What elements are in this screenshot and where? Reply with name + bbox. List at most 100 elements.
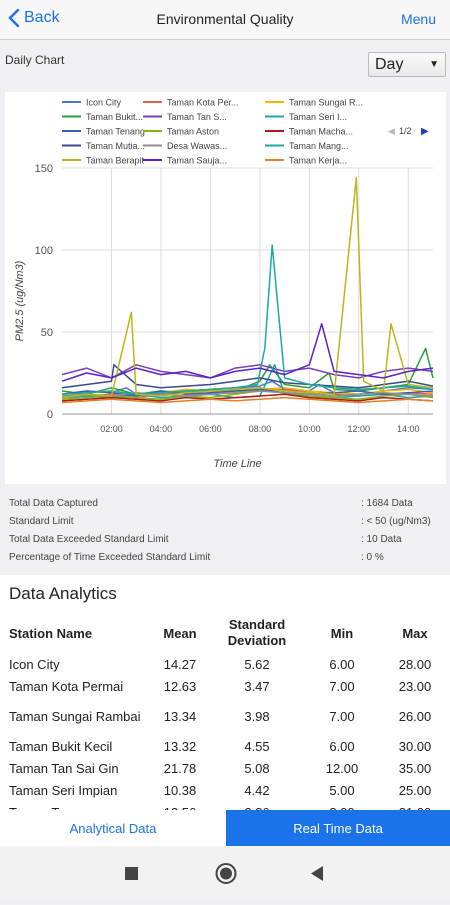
legend-label: Taman Mang... bbox=[289, 141, 349, 151]
back-icon[interactable] bbox=[311, 866, 323, 881]
cell-mean: 10.38 bbox=[163, 782, 197, 798]
cell-max: 30.00 bbox=[398, 738, 432, 754]
analytics-title: Data Analytics bbox=[9, 584, 117, 603]
series-line bbox=[61, 323, 434, 382]
series-line bbox=[61, 396, 434, 404]
recent-apps-icon[interactable] bbox=[125, 867, 138, 880]
tab-analytical-data[interactable]: Analytical Data bbox=[0, 810, 226, 846]
legend-label: Taman Sauja... bbox=[167, 156, 227, 166]
back-label: Back bbox=[24, 9, 60, 26]
tab-real-time-data[interactable]: Real Time Data bbox=[226, 810, 450, 846]
table-row: Taman Kota Permai 12.63 3.47 7.00 23.00 bbox=[0, 675, 450, 697]
x-tick-label: 12:00 bbox=[348, 424, 371, 434]
cell-station: Icon City bbox=[9, 656, 60, 672]
col-std-dev: Standard Deviation bbox=[227, 617, 287, 648]
cell-max: 35.00 bbox=[398, 760, 432, 776]
stat-label: Standard Limit bbox=[9, 516, 74, 527]
stat-label: Total Data Captured bbox=[9, 498, 98, 509]
x-tick-label: 08:00 bbox=[249, 424, 272, 434]
cell-max: 25.00 bbox=[398, 782, 432, 798]
cell-station: Taman Tan Sai Gin bbox=[9, 760, 119, 776]
legend-label: Desa Wawas... bbox=[167, 141, 227, 151]
home-icon[interactable] bbox=[215, 863, 237, 884]
cell-mean: 21.78 bbox=[163, 760, 197, 776]
legend-label: Icon City bbox=[86, 98, 122, 108]
x-tick-label: 02:00 bbox=[100, 424, 123, 434]
legend-label: Taman Mutia... bbox=[86, 141, 145, 151]
cell-station: Taman Seri Impian bbox=[9, 782, 118, 798]
period-select[interactable]: Day ▼ bbox=[368, 52, 446, 77]
table-row: Taman Tenang 12.56 2.86 8.00 21.00 bbox=[0, 801, 450, 811]
legend-label: Taman Tan S... bbox=[167, 112, 227, 122]
legend-prev-icon: ◀ bbox=[388, 126, 395, 136]
x-axis-label: Time Line bbox=[213, 458, 261, 470]
dropdown-arrow-icon: ▼ bbox=[429, 59, 439, 70]
stat-value: : 1684 Data bbox=[361, 498, 413, 509]
y-axis-label: PM2.5 (ug/Nm3) bbox=[14, 260, 26, 341]
cell-min: 12.00 bbox=[325, 760, 359, 776]
series-line bbox=[61, 393, 434, 402]
table-header-row: Station Name Mean Standard Deviation Min… bbox=[0, 613, 450, 653]
cell-min: 6.00 bbox=[329, 738, 355, 754]
data-analytics-section: Data Analytics Station Name Mean Standar… bbox=[0, 575, 450, 810]
cell-mean: 14.27 bbox=[163, 656, 197, 672]
table-row: Icon City 14.27 5.62 6.00 28.00 bbox=[0, 653, 450, 675]
series-line bbox=[61, 364, 434, 389]
cell-max: 23.00 bbox=[398, 678, 432, 694]
cell-station: Taman Kota Permai bbox=[9, 678, 124, 694]
stat-label: Total Data Exceeded Standard Limit bbox=[9, 534, 169, 545]
cell-min: 5.00 bbox=[329, 782, 355, 798]
stat-row: Percentage of Time Exceeded Standard Lim… bbox=[0, 552, 450, 570]
legend-label: Taman Aston bbox=[167, 127, 219, 137]
series-line bbox=[61, 177, 434, 399]
series-line bbox=[61, 364, 434, 379]
table-row: Taman Seri Impian 10.38 4.42 5.00 25.00 bbox=[0, 779, 450, 801]
cell-max: 28.00 bbox=[398, 656, 432, 672]
stat-row: Total Data Exceeded Standard Limit : 10 … bbox=[0, 534, 450, 552]
legend-label: Taman Sungai R... bbox=[289, 98, 363, 108]
x-tick-label: 04:00 bbox=[150, 424, 173, 434]
col-max: Max bbox=[402, 625, 428, 641]
daily-chart-label: Daily Chart bbox=[5, 53, 65, 67]
legend-label: Taman Bukit... bbox=[86, 112, 143, 122]
nav-bar-svg bbox=[125, 863, 323, 884]
y-tick-label: 0 bbox=[47, 409, 53, 421]
cell-std: 4.55 bbox=[244, 738, 270, 754]
cell-min: 7.00 bbox=[329, 678, 355, 694]
cell-std: 4.42 bbox=[244, 782, 270, 798]
cell-min: 7.00 bbox=[329, 708, 355, 724]
cell-std: 5.08 bbox=[244, 760, 270, 776]
stat-row: Total Data Captured : 1684 Data bbox=[0, 498, 450, 516]
cell-mean: 13.32 bbox=[163, 738, 197, 754]
series-line bbox=[61, 390, 434, 400]
stat-value: : 0 % bbox=[361, 552, 384, 563]
col-mean: Mean bbox=[163, 625, 197, 641]
cell-min: 6.00 bbox=[329, 656, 355, 672]
chevron-left-icon bbox=[8, 9, 20, 27]
cell-std: 3.47 bbox=[244, 678, 270, 694]
table-row: Taman Sungai Rambai 13.34 3.98 7.00 26.0… bbox=[0, 697, 450, 735]
legend-label: Taman Kerja... bbox=[289, 156, 347, 166]
legend-label: Taman Berapit bbox=[86, 156, 145, 166]
cell-mean: 13.34 bbox=[163, 708, 197, 724]
legend-next-icon: ▶ bbox=[421, 126, 429, 137]
cell-station: Taman Bukit Kecil bbox=[9, 738, 113, 754]
y-tick-label: 50 bbox=[41, 327, 53, 339]
legend-label: Taman Macha... bbox=[289, 127, 353, 137]
menu-button[interactable]: Menu bbox=[400, 11, 436, 27]
stat-row: Standard Limit : < 50 (ug/Nm3) bbox=[0, 516, 450, 534]
pm25-line-chart: Icon City Taman Kota Per... Taman Sungai R… bbox=[5, 92, 446, 484]
back-button[interactable]: Back bbox=[8, 9, 60, 27]
y-tick-label: 150 bbox=[35, 163, 53, 175]
table-row: Taman Tan Sai Gin 21.78 5.08 12.00 35.00 bbox=[0, 757, 450, 779]
cell-std: 5.62 bbox=[244, 656, 270, 672]
cell-max: 26.00 bbox=[398, 708, 432, 724]
table-row: Taman Bukit Kecil 13.32 4.55 6.00 30.00 bbox=[0, 735, 450, 757]
android-nav-bar bbox=[0, 846, 450, 900]
legend-label: Taman Seri I... bbox=[289, 112, 347, 122]
legend-label: Taman Kota Per... bbox=[167, 98, 239, 108]
y-tick-label: 100 bbox=[35, 245, 53, 257]
bottom-tab-bar: Analytical Data Real Time Data bbox=[0, 810, 450, 846]
cell-std: 2.86 bbox=[210, 801, 304, 811]
legend-label: Taman Tenang bbox=[86, 127, 145, 137]
